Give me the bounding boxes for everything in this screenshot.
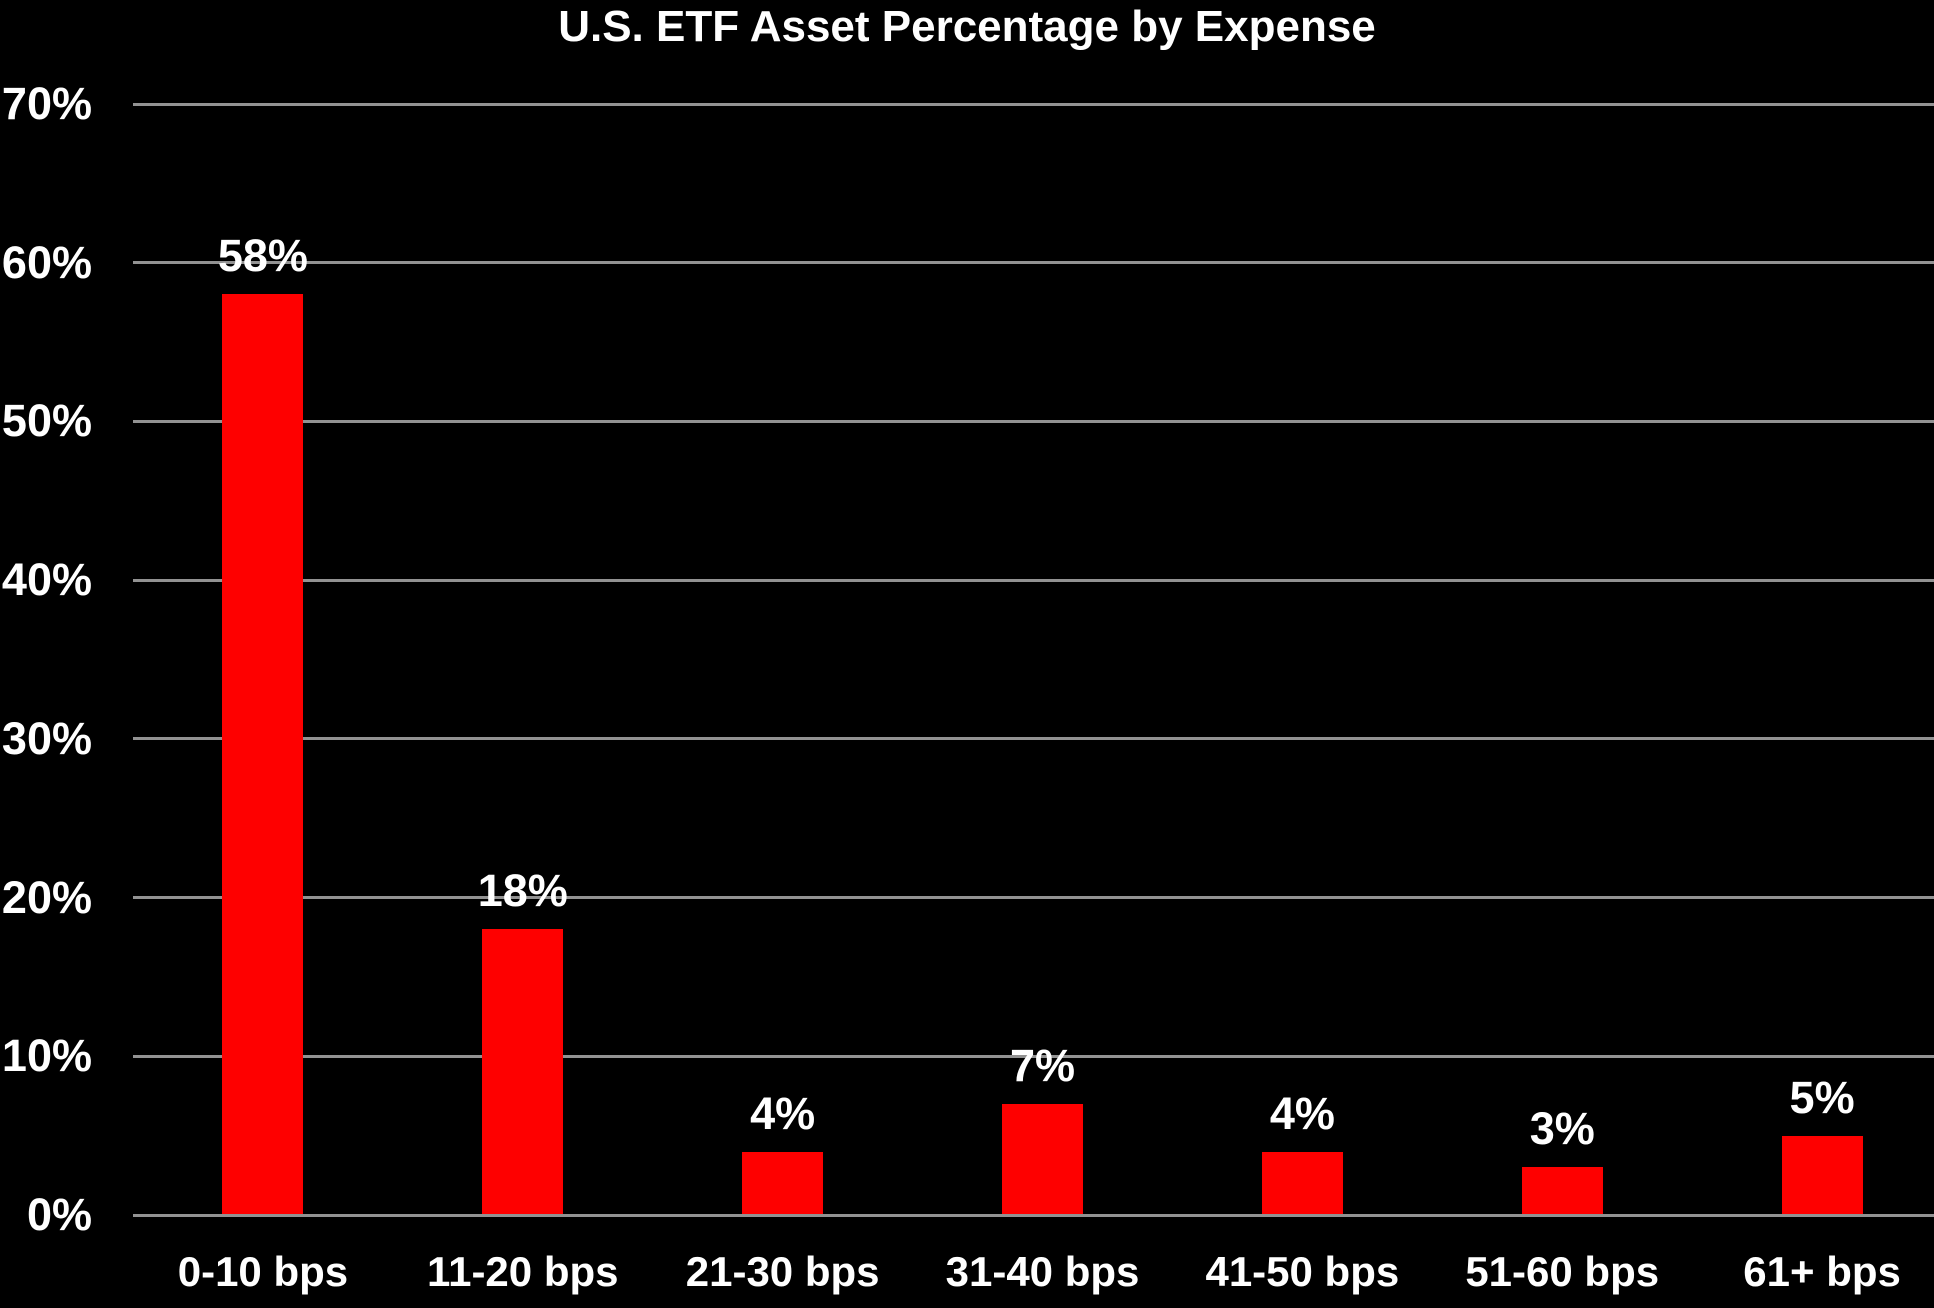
bar-value-label: 4% bbox=[1269, 1087, 1335, 1139]
gridline bbox=[133, 896, 1934, 900]
bar bbox=[1781, 1135, 1863, 1214]
bar bbox=[482, 929, 564, 1214]
x-axis-tick-label: 51-60 bps bbox=[1465, 1248, 1660, 1295]
y-axis-tick-label: 70% bbox=[1, 78, 92, 129]
chart-title: U.S. ETF Asset Percentage by Expense bbox=[558, 2, 1376, 51]
gridline bbox=[133, 261, 1934, 265]
bar bbox=[742, 1151, 824, 1214]
bar-value-label: 58% bbox=[217, 230, 308, 282]
bar-value-label: 3% bbox=[1529, 1103, 1595, 1155]
bar bbox=[1261, 1151, 1343, 1214]
x-axis-tick-label: 41-50 bps bbox=[1205, 1248, 1400, 1295]
x-axis-tick-label: 0-10 bps bbox=[177, 1248, 349, 1295]
gridline bbox=[133, 578, 1934, 582]
gridline bbox=[133, 102, 1934, 106]
bar-value-label: 18% bbox=[477, 865, 568, 917]
x-axis-tick-label: 11-20 bps bbox=[427, 1248, 619, 1295]
bar bbox=[1521, 1167, 1603, 1214]
bar bbox=[1002, 1103, 1083, 1214]
x-axis-tick-label: 21-30 bps bbox=[685, 1248, 880, 1295]
y-axis-tick-label: 50% bbox=[1, 395, 92, 447]
y-axis-tick-label: 10% bbox=[1, 1030, 92, 1082]
gridline bbox=[133, 419, 1934, 423]
bar-value-label: 4% bbox=[750, 1087, 816, 1139]
bar bbox=[222, 294, 304, 1214]
x-axis-line bbox=[133, 1213, 1934, 1217]
x-axis-tick-label: 61+ bps bbox=[1743, 1248, 1901, 1295]
y-axis-tick-label: 0% bbox=[26, 1189, 92, 1240]
bar-value-label: 7% bbox=[1009, 1039, 1076, 1091]
bar-value-label: 5% bbox=[1789, 1071, 1855, 1123]
y-axis-tick-label: 30% bbox=[1, 712, 92, 764]
gridline bbox=[133, 1054, 1934, 1058]
y-axis-tick-label: 20% bbox=[1, 871, 92, 923]
y-axis-tick-label: 60% bbox=[1, 236, 92, 288]
y-axis-tick-label: 40% bbox=[1, 554, 92, 606]
x-axis-tick-label: 31-40 bps bbox=[945, 1248, 1140, 1295]
gridline bbox=[133, 737, 1934, 741]
